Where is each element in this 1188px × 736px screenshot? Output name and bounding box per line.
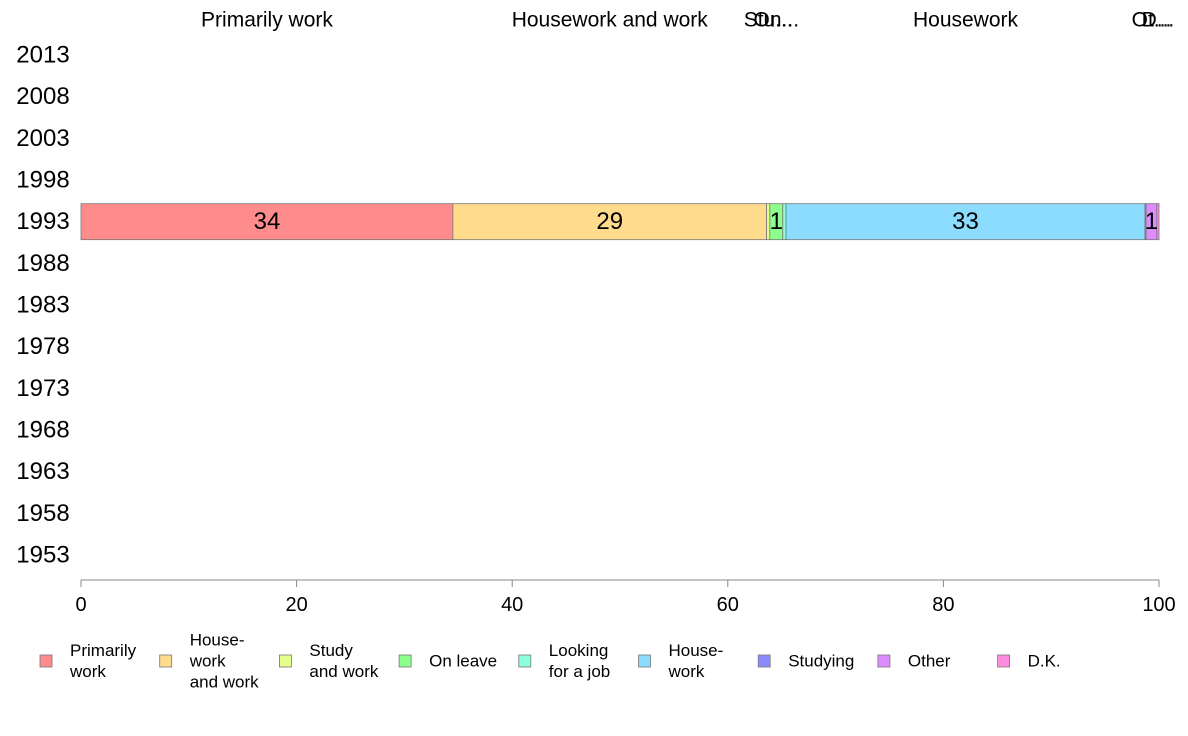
legend-swatch [997,654,1010,668]
legend-item-d-k: D.K. [997,652,1061,671]
legend-item-studying: Studying [757,652,854,671]
y-tick-label: 2013 [16,42,69,69]
legend-swatch [638,654,651,668]
legend-item-on-leave: On leave [398,652,497,671]
legend-swatch [278,654,292,668]
y-tick-label: 2003 [16,125,69,152]
top-category-label: Primarily work [201,9,333,32]
y-tick-label: 1993 [16,208,69,235]
bar-segment-primarily-work [80,203,454,241]
legend-item-other: Other [877,652,951,671]
x-axis: 0 20 40 60 80 100 [75,579,1176,616]
top-category-label: On... [754,9,800,32]
y-tick-label: 1998 [16,167,69,194]
y-tick-label: 1968 [16,417,69,444]
top-category-labels: Primarily work Housework and work Stu...On… [201,9,1174,32]
y-tick-label: 2008 [16,83,69,110]
bar-value-label: 1 [770,208,783,235]
legend-label: Other [908,652,951,671]
legend-swatch [39,654,53,668]
legend-label: Looking for a job [549,641,610,681]
legend-item-house-work: House-work [638,641,724,681]
y-axis: 2013 2008 2003 1998 1993 1988 1983 1978 1973 1968… [16,42,69,569]
top-category-label: Housework and work [512,9,709,32]
legend-item-looking-for-a-job: Looking for a job [518,641,610,681]
y-tick-label: 1953 [16,542,69,569]
legend-swatch [518,654,532,668]
legend-item-house-work-and-work: House-work and work [159,631,259,692]
legend-swatch [398,654,412,668]
legend-label: House-work [668,641,724,681]
legend-label: Study and work [309,641,378,681]
bar-segment-looking-for-a-job [782,203,787,241]
legend-label: Studying [788,652,854,671]
x-tick-label: 80 [932,594,954,616]
y-tick-label: 1963 [16,458,69,485]
bar-segment-d-k [1156,203,1160,241]
y-tick-label: 1978 [16,333,69,360]
legend-label: House-work and work [189,631,259,692]
x-tick-label: 60 [717,594,739,616]
legend-item-study-and-work: Study and work [278,641,379,681]
top-category-label: D... [1142,9,1175,32]
bars [80,203,1160,241]
legend-label: D.K. [1028,652,1061,671]
y-tick-label: 1983 [16,292,69,319]
x-tick-label: 100 [1142,594,1175,616]
top-category-label: Housework [913,9,1019,32]
legend-label: Primarily work [69,641,137,681]
top-category-label: Stu... [744,9,793,32]
bar-value-label: 1 [1145,208,1158,235]
bar-value-label: 33 [952,208,979,235]
x-tick-label: 0 [75,594,86,616]
top-category-label: Ot... [1132,9,1172,32]
y-tick-label: 1973 [16,375,69,402]
legend-swatch [159,654,173,668]
bar-value-label: 29 [596,208,623,235]
x-tick-label: 20 [285,594,307,616]
legend: Primarily work House-work and work Study and … [39,631,1061,692]
x-tick-label: 40 [501,594,523,616]
legend-label: On leave [429,652,497,671]
legend-swatch [757,654,771,668]
legend-item-primarily-work: Primarily work [39,641,137,681]
y-tick-label: 1958 [16,500,69,527]
bar-value-label: 34 [254,208,281,235]
bar-value-labels: 34 29 1 33 1 [254,208,1159,235]
legend-swatch [877,654,891,668]
y-tick-label: 1988 [16,250,69,277]
